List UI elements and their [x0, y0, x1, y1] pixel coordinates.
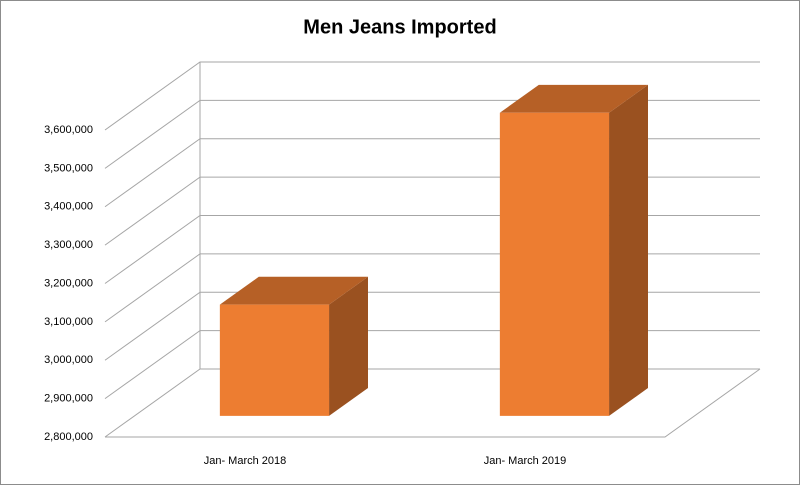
bar-front	[499, 112, 610, 416]
y-tick-label: 2,800,000	[44, 431, 93, 443]
x-tick-label: Jan- March 2019	[484, 455, 567, 467]
bar-side	[329, 276, 368, 416]
y-tick-label: 3,400,000	[44, 201, 93, 213]
y-tick-label: 3,000,000	[44, 354, 93, 366]
y-tick-label: 3,300,000	[44, 239, 93, 251]
floor-edge	[105, 368, 761, 438]
y-tick-label: 3,200,000	[44, 277, 93, 289]
chart-title: Men Jeans Imported	[303, 16, 496, 38]
bar-top	[499, 84, 648, 113]
bar	[499, 84, 648, 416]
y-tick-label: 3,500,000	[44, 162, 93, 174]
bar-top	[219, 276, 368, 305]
grid-line	[104, 61, 760, 131]
x-tick-label: Jan- March 2018	[204, 455, 287, 467]
y-tick-label: 3,100,000	[44, 316, 93, 328]
bar-front	[219, 304, 330, 416]
y-tick-label: 2,900,000	[44, 393, 93, 405]
y-tick-label: 3,600,000	[44, 124, 93, 136]
bar-side	[609, 84, 648, 416]
bar	[219, 276, 368, 416]
